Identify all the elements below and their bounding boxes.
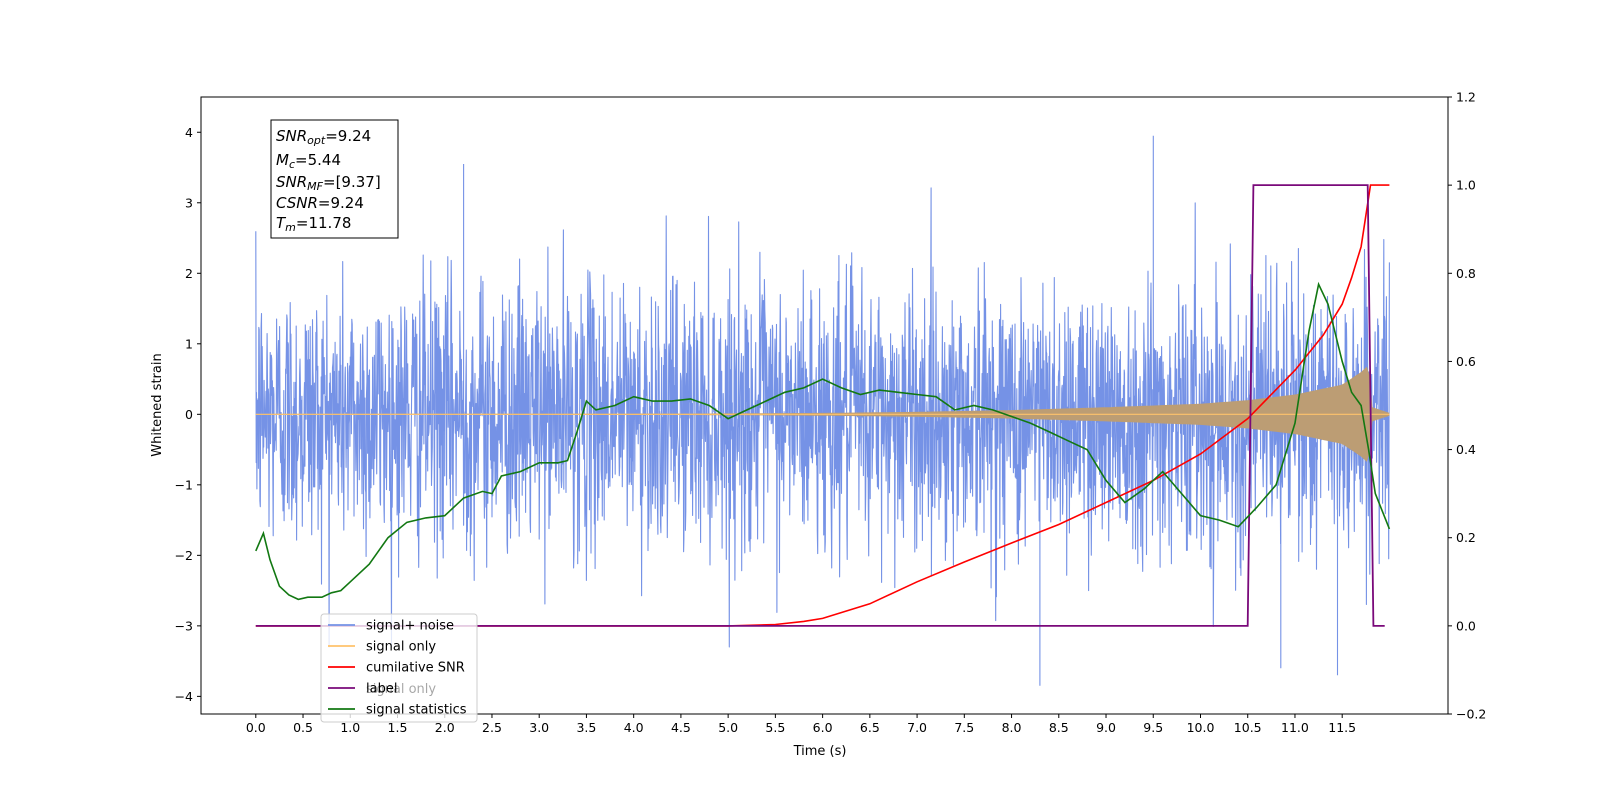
info-line: Mc=5.44	[276, 151, 341, 171]
y2-tick-label: 0.8	[1456, 266, 1476, 281]
x-tick-label: 0.5	[293, 720, 313, 735]
y2-tick-label: 0.0	[1456, 618, 1476, 633]
x-tick-label: 9.0	[1096, 720, 1116, 735]
y2-tick-label: 0.6	[1456, 354, 1476, 369]
x-tick-label: 10.5	[1234, 720, 1262, 735]
info-box: SNRopt=9.24Mc=5.44SNRMF=[9.37]CSNR=9.24T…	[270, 119, 399, 239]
y2-tick-label: 1.0	[1456, 178, 1476, 193]
info-value: =5.44	[295, 151, 341, 169]
y-axis-label: Whitened strain	[150, 353, 165, 456]
x-tick-label: 9.5	[1143, 720, 1163, 735]
y-tick-label: −3	[175, 618, 193, 633]
y2-tick-label: 0.4	[1456, 442, 1476, 457]
info-line: SNRMF=[9.37]	[276, 173, 381, 193]
x-tick-label: 1.0	[340, 720, 360, 735]
y-axis-left: 4 3 2 1 0 −1 −2 −3 −4	[175, 125, 201, 704]
y-tick-label: 2	[185, 266, 193, 281]
x-axis-label: Time (s)	[793, 744, 847, 759]
series-signal-statistics	[255, 281, 1391, 601]
x-tick-label: 5.5	[765, 720, 785, 735]
series-signal-noise	[255, 135, 1390, 686]
x-tick-label: 4.5	[671, 720, 691, 735]
x-tick-label: 11.0	[1281, 720, 1309, 735]
x-tick-label: 10.0	[1187, 720, 1215, 735]
x-tick-label: 7.0	[907, 720, 927, 735]
legend-entry: signal statistics	[366, 703, 467, 718]
y-tick-label: 1	[185, 336, 193, 351]
legend-entry: signal only	[366, 640, 436, 655]
x-tick-label: 0.0	[246, 720, 266, 735]
info-value: =11.78	[296, 214, 352, 232]
info-symbol: SNR	[276, 127, 307, 145]
info-symbol: SNR	[276, 173, 307, 191]
x-tick-label: 4.0	[624, 720, 644, 735]
legend: signal only signal+ noise signal only cumi…	[320, 613, 478, 723]
info-subscript: opt	[307, 134, 326, 147]
y-axis-right: 1.2 1.0 0.8 0.6 0.4 0.2 0.0 −0.2	[1448, 90, 1486, 722]
info-value: =9.24	[318, 194, 364, 212]
series-label	[255, 184, 1385, 627]
x-tick-label: 6.5	[860, 720, 880, 735]
info-line: CSNR=9.24	[276, 194, 364, 212]
x-tick-label: 2.5	[482, 720, 502, 735]
info-line: SNRopt=9.24	[276, 127, 371, 147]
x-tick-label: 6.0	[813, 720, 833, 735]
info-value: =9.24	[325, 127, 371, 145]
y-tick-label: 0	[185, 407, 193, 422]
x-tick-label: 7.5	[954, 720, 974, 735]
y-tick-label: 3	[185, 195, 193, 210]
y2-tick-label: −0.2	[1456, 707, 1486, 722]
series-cumulative-snr	[255, 184, 1390, 627]
info-symbol: T	[276, 214, 287, 232]
x-tick-label: 8.0	[1002, 720, 1022, 735]
x-tick-label: 1.5	[388, 720, 408, 735]
x-tick-label: 3.0	[529, 720, 549, 735]
info-line: Tm=11.78	[276, 214, 351, 234]
plot-frame	[200, 96, 1449, 715]
legend-entry: signal+ noise	[366, 619, 454, 634]
x-tick-label: 11.5	[1328, 720, 1356, 735]
info-subscript: m	[285, 221, 296, 234]
legend-entry: label	[366, 682, 397, 697]
legend-entry: cumilative SNR	[366, 661, 465, 676]
y-tick-label: 4	[185, 125, 193, 140]
info-subscript: c	[289, 158, 295, 171]
y-tick-label: −2	[175, 548, 193, 563]
info-symbol: M	[276, 151, 289, 169]
y2-tick-label: 1.2	[1456, 90, 1476, 105]
legend-occluded-text: signal only	[366, 682, 436, 697]
info-value: =[9.37]	[323, 173, 381, 191]
info-symbol: CSNR	[276, 194, 318, 212]
info-subscript: MF	[307, 180, 323, 193]
x-tick-label: 5.0	[718, 720, 738, 735]
y2-tick-label: 0.2	[1456, 530, 1476, 545]
y-tick-label: −1	[175, 477, 193, 492]
x-tick-label: 3.5	[576, 720, 596, 735]
x-tick-label: 2.0	[435, 720, 455, 735]
x-axis: 0.0 0.5 1.0 1.5 2.0 2.5 3.0 3.5 4.0 4.5 5.0 5.5 6.0 6…	[246, 714, 1356, 735]
x-tick-label: 8.5	[1049, 720, 1069, 735]
y-tick-label: −4	[175, 689, 193, 704]
